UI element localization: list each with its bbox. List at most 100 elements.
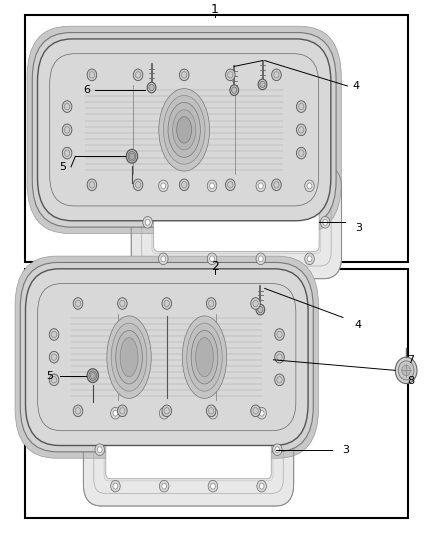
Circle shape <box>226 179 235 191</box>
Circle shape <box>272 444 282 456</box>
Ellipse shape <box>196 337 213 377</box>
Text: 7: 7 <box>407 355 414 365</box>
Circle shape <box>259 410 264 416</box>
Circle shape <box>145 220 150 225</box>
Circle shape <box>162 483 166 489</box>
Circle shape <box>232 87 237 93</box>
Text: 5: 5 <box>59 162 66 172</box>
Circle shape <box>258 256 263 262</box>
Circle shape <box>180 69 189 80</box>
Circle shape <box>211 483 215 489</box>
FancyBboxPatch shape <box>15 256 318 458</box>
Circle shape <box>62 147 72 159</box>
FancyBboxPatch shape <box>20 262 313 452</box>
Circle shape <box>258 183 263 189</box>
Bar <box>25 14 408 262</box>
Circle shape <box>159 253 168 265</box>
Text: 3: 3 <box>342 445 349 455</box>
Text: 3: 3 <box>355 223 362 232</box>
Circle shape <box>402 365 410 376</box>
FancyBboxPatch shape <box>38 39 331 221</box>
Circle shape <box>206 405 216 417</box>
Circle shape <box>275 329 284 340</box>
Circle shape <box>162 298 172 309</box>
Circle shape <box>143 216 152 228</box>
FancyBboxPatch shape <box>83 393 294 506</box>
Circle shape <box>49 329 59 340</box>
Circle shape <box>62 124 72 136</box>
Circle shape <box>275 447 280 453</box>
Ellipse shape <box>120 337 138 377</box>
Circle shape <box>126 149 138 163</box>
FancyBboxPatch shape <box>27 26 341 233</box>
Circle shape <box>257 480 266 492</box>
Circle shape <box>128 151 136 161</box>
Circle shape <box>87 69 97 80</box>
Circle shape <box>272 179 281 191</box>
Circle shape <box>97 447 102 453</box>
Ellipse shape <box>111 323 147 391</box>
Circle shape <box>297 147 306 159</box>
Circle shape <box>323 220 328 225</box>
Ellipse shape <box>168 102 200 157</box>
Circle shape <box>159 407 169 419</box>
Circle shape <box>398 361 414 380</box>
Circle shape <box>258 306 263 313</box>
Circle shape <box>113 483 118 489</box>
Circle shape <box>307 183 312 189</box>
Circle shape <box>208 480 218 492</box>
Ellipse shape <box>182 316 227 398</box>
Circle shape <box>87 369 99 383</box>
Circle shape <box>251 405 260 417</box>
Ellipse shape <box>163 95 205 164</box>
Circle shape <box>395 357 417 384</box>
Circle shape <box>147 82 156 93</box>
Circle shape <box>307 256 312 262</box>
Circle shape <box>87 179 97 191</box>
Ellipse shape <box>159 88 209 171</box>
Bar <box>25 269 408 519</box>
Text: 8: 8 <box>407 376 414 386</box>
Circle shape <box>208 407 218 419</box>
Circle shape <box>117 405 127 417</box>
Ellipse shape <box>177 117 192 143</box>
Ellipse shape <box>107 316 151 398</box>
Circle shape <box>149 84 154 91</box>
Circle shape <box>62 101 72 112</box>
Circle shape <box>159 180 168 192</box>
Circle shape <box>129 153 134 159</box>
Circle shape <box>256 253 265 265</box>
Circle shape <box>111 480 120 492</box>
Text: 2: 2 <box>211 260 219 273</box>
Ellipse shape <box>116 330 142 384</box>
Circle shape <box>251 298 260 309</box>
Circle shape <box>305 253 314 265</box>
Circle shape <box>207 180 217 192</box>
Circle shape <box>206 298 216 309</box>
Circle shape <box>111 407 120 419</box>
Circle shape <box>90 373 95 379</box>
Text: 6: 6 <box>83 85 90 95</box>
Circle shape <box>161 183 166 189</box>
Circle shape <box>297 101 306 112</box>
Circle shape <box>49 374 59 386</box>
FancyBboxPatch shape <box>131 166 342 279</box>
Ellipse shape <box>187 323 222 391</box>
Circle shape <box>180 179 189 191</box>
Ellipse shape <box>191 330 218 384</box>
Circle shape <box>162 410 166 416</box>
Ellipse shape <box>173 110 196 150</box>
Circle shape <box>117 298 127 309</box>
Circle shape <box>95 444 105 456</box>
Circle shape <box>305 180 314 192</box>
Circle shape <box>256 304 265 315</box>
Circle shape <box>260 81 265 87</box>
FancyBboxPatch shape <box>25 269 308 446</box>
FancyBboxPatch shape <box>154 193 319 252</box>
Circle shape <box>161 256 166 262</box>
Circle shape <box>210 183 215 189</box>
Circle shape <box>272 69 281 80</box>
FancyBboxPatch shape <box>32 33 336 227</box>
FancyBboxPatch shape <box>106 421 271 479</box>
Circle shape <box>73 405 83 417</box>
